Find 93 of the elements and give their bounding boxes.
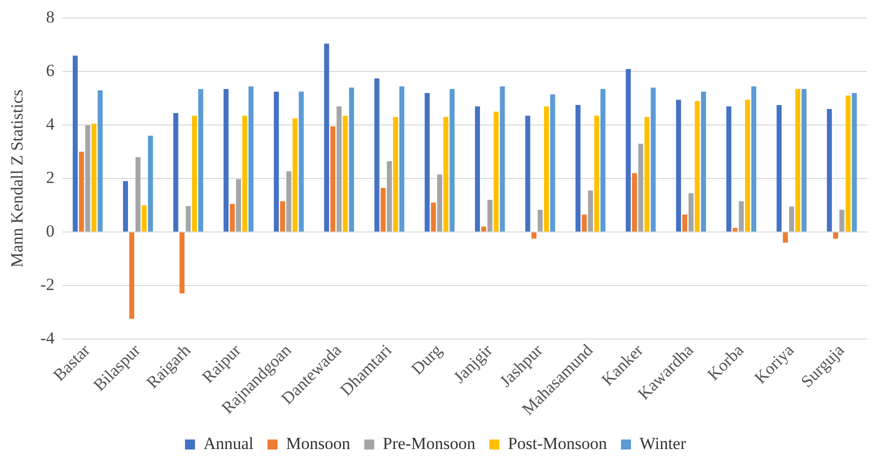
bar [399, 86, 404, 232]
bar [826, 109, 832, 232]
bar [525, 116, 530, 232]
bar [330, 126, 336, 232]
bar [500, 86, 505, 232]
bar [544, 106, 549, 232]
bar [789, 206, 794, 232]
bar [751, 86, 756, 232]
bar [336, 106, 342, 232]
bar [280, 201, 286, 232]
bar [380, 188, 386, 232]
bar [839, 210, 844, 232]
bar [682, 214, 688, 232]
bar [494, 112, 499, 232]
y-axis-title: Mann Kendall Z Statistics [8, 89, 27, 268]
bar [531, 232, 536, 239]
bar [576, 105, 580, 232]
bar [795, 89, 800, 232]
bar [538, 210, 543, 232]
bar [274, 92, 279, 232]
bar [180, 232, 185, 294]
bar [230, 204, 235, 232]
bar [236, 179, 242, 232]
bar [72, 56, 78, 232]
bar [424, 93, 430, 232]
bar [582, 214, 587, 232]
bar [98, 90, 103, 232]
bar [286, 171, 292, 232]
bar [732, 228, 738, 232]
bar [135, 157, 140, 232]
bar [298, 92, 304, 232]
bar [594, 116, 600, 232]
bar [487, 200, 492, 232]
y-tick-label: 2 [46, 168, 55, 187]
bar [85, 125, 90, 232]
bar [192, 116, 197, 232]
bar [726, 106, 732, 232]
bar [776, 105, 782, 232]
bar [129, 232, 134, 319]
bar [437, 174, 442, 232]
bar [342, 116, 348, 232]
bar [588, 190, 593, 232]
bar [91, 124, 96, 232]
bar [248, 86, 254, 232]
bar [632, 173, 638, 232]
bar [443, 117, 448, 232]
legend-label: Pre-Monsoon [382, 434, 476, 453]
bar [481, 226, 486, 232]
bar [846, 96, 851, 232]
bar [374, 78, 380, 232]
bar [745, 100, 750, 232]
bar [782, 232, 788, 243]
y-tick-label: -2 [40, 274, 55, 294]
y-tick-label: 8 [46, 8, 55, 27]
bar [123, 181, 128, 232]
legend-label: Monsoon [286, 434, 351, 453]
bar [173, 113, 178, 232]
y-tick-label: 0 [46, 221, 55, 240]
bar [292, 118, 298, 232]
bar [450, 89, 455, 232]
bar [676, 100, 682, 232]
bar [349, 88, 354, 232]
bar [852, 93, 857, 232]
bar [600, 89, 606, 232]
bar [701, 92, 706, 232]
bar [694, 101, 700, 232]
bar [148, 136, 153, 232]
bar [738, 201, 744, 232]
bar [474, 106, 480, 232]
bar [386, 161, 392, 232]
bar [644, 117, 650, 232]
legend-label: Post-Monsoon [508, 434, 608, 453]
bar [142, 205, 147, 232]
bar [650, 88, 656, 232]
bar [802, 89, 807, 232]
y-tick-label: -4 [40, 328, 56, 348]
bar [688, 193, 694, 232]
bar [393, 117, 398, 232]
bar [430, 202, 436, 232]
bar [324, 44, 330, 232]
bar [638, 144, 644, 232]
y-tick-label: 6 [46, 61, 55, 80]
bar [186, 206, 191, 232]
y-tick-label: 4 [46, 114, 56, 134]
bar [224, 89, 229, 232]
bar [626, 68, 631, 232]
bar [550, 94, 556, 232]
bar [833, 232, 838, 239]
legend-label: Winter [640, 434, 686, 453]
bar [78, 152, 84, 232]
bar [198, 89, 204, 232]
legend-label: Annual [203, 434, 254, 453]
bar [242, 116, 248, 232]
